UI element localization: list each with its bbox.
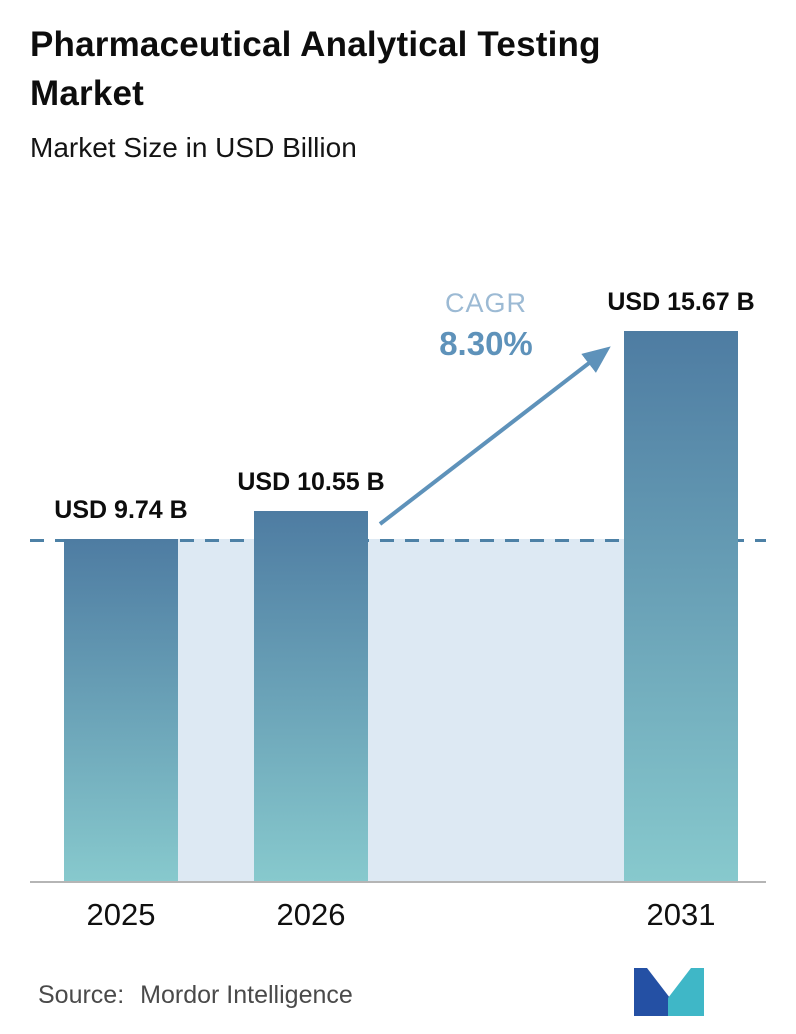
logo-left-shape xyxy=(634,968,670,1016)
x-axis-line xyxy=(30,881,766,883)
bar-value-label: USD 15.67 B xyxy=(607,288,755,316)
cagr-annotation: CAGR 8.30% xyxy=(408,288,564,363)
dashed-threshold-line xyxy=(30,539,766,542)
source-label: Source: xyxy=(38,981,125,1009)
source-text: Source: Mordor Intelligence xyxy=(38,981,353,1016)
x-tick-label: 2031 xyxy=(646,897,716,932)
source-value: Mordor Intelligence xyxy=(140,981,353,1009)
chart-subtitle: Market Size in USD Billion xyxy=(30,132,357,163)
chart-header: Pharmaceutical Analytical Testing Market… xyxy=(30,20,720,164)
x-tick-label: 2025 xyxy=(86,897,156,932)
cagr-value: 8.30% xyxy=(439,325,533,362)
bar-group: USD 15.67 B 2031 xyxy=(607,288,754,932)
logo-right-shape xyxy=(668,968,704,1016)
bar-group: USD 10.55 B 2026 xyxy=(237,468,384,932)
bar xyxy=(64,539,178,881)
bar xyxy=(254,511,368,881)
chart-footer: Source: Mordor Intelligence xyxy=(38,968,704,1016)
cagr-label: CAGR xyxy=(444,288,527,318)
bar-value-label: USD 10.55 B xyxy=(237,468,385,496)
bar-group: USD 9.74 B 2025 xyxy=(54,496,187,932)
chart-title: Pharmaceutical Analytical Testing Market xyxy=(30,25,601,113)
bar xyxy=(624,331,738,881)
bar-value-label: USD 9.74 B xyxy=(54,496,188,524)
x-tick-label: 2026 xyxy=(276,897,346,932)
mordor-intelligence-logo xyxy=(634,968,704,1016)
